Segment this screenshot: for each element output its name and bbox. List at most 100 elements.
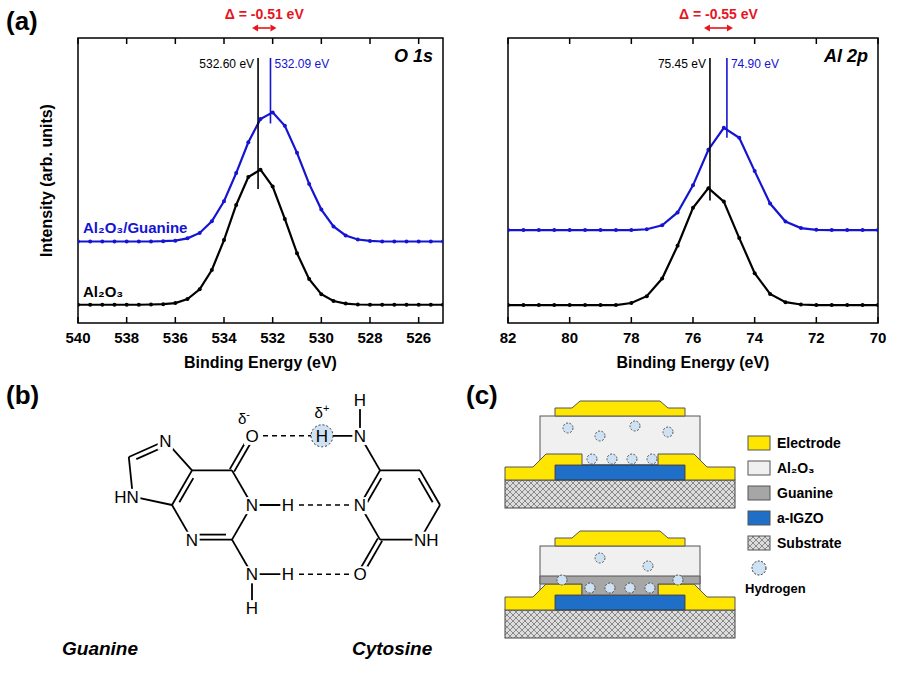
device <box>505 531 735 638</box>
legend: ElectrodeAl₂O₃Guaninea-IGZOSubstrateHydr… <box>745 435 842 596</box>
data-point <box>521 228 525 232</box>
data-point <box>368 239 372 243</box>
data-point <box>552 303 556 307</box>
label-patch <box>352 392 367 409</box>
tick-label: 534 <box>211 329 237 346</box>
data-point <box>295 151 299 155</box>
tick-label: 528 <box>357 329 382 346</box>
data-point <box>568 303 572 307</box>
bond <box>420 470 440 505</box>
series-line <box>508 128 878 230</box>
data-point <box>149 239 153 243</box>
bond <box>419 478 433 502</box>
data-point <box>210 219 214 223</box>
bond <box>172 470 192 505</box>
data-point <box>508 303 510 307</box>
data-point <box>356 302 360 306</box>
tick-mark <box>223 317 225 323</box>
data-point <box>429 239 433 243</box>
data-point <box>441 239 443 243</box>
label-patch <box>244 428 260 445</box>
peak-label: 532.60 eV <box>199 57 254 71</box>
hydrogen <box>645 583 655 593</box>
data-point <box>149 302 153 306</box>
data-point <box>113 303 117 307</box>
atom-label: H <box>354 391 366 410</box>
peak-label: 74.90 eV <box>731 57 779 71</box>
substrate <box>505 610 735 638</box>
label-patch <box>352 566 368 583</box>
drain-electrode <box>658 584 735 610</box>
data-point <box>307 277 311 281</box>
peak-label: 532.09 eV <box>274 57 329 71</box>
atom-label: N <box>354 496 366 515</box>
legend-swatch <box>752 561 766 575</box>
tick-mark <box>877 317 879 323</box>
plot-frame <box>78 38 443 323</box>
atom-label: H <box>246 599 258 618</box>
data-point <box>861 303 865 307</box>
data-point <box>173 301 177 305</box>
legend-label: Hydrogen <box>745 581 806 596</box>
data-point <box>814 228 818 232</box>
shift-arrow <box>710 27 727 29</box>
tick-mark <box>692 317 694 323</box>
series-line <box>78 112 443 241</box>
data-point <box>753 169 757 173</box>
tick-mark <box>816 38 818 44</box>
data-point <box>234 171 238 175</box>
tick-mark <box>816 317 818 323</box>
legend-label: Al₂O₃ <box>777 460 815 476</box>
hydrogen <box>663 427 673 437</box>
tick-mark <box>321 38 323 44</box>
tick-mark <box>272 317 274 323</box>
data-point <box>246 140 250 144</box>
hydrogen <box>563 423 573 433</box>
data-point <box>614 303 618 307</box>
data-point <box>737 136 741 140</box>
data-point <box>768 292 772 296</box>
data-point <box>753 271 757 275</box>
shift-label: Δ = -0.51 eV <box>225 6 305 22</box>
data-point <box>271 184 275 188</box>
bond <box>198 534 226 536</box>
data-point <box>583 303 587 307</box>
data-point <box>356 237 360 241</box>
gate-electrode <box>555 531 685 546</box>
tick-mark <box>321 317 323 323</box>
data-point <box>521 303 525 307</box>
peak-line <box>257 58 259 189</box>
tick-label: 70 <box>870 329 887 346</box>
data-point <box>799 302 803 306</box>
hydrogen-bond <box>299 573 349 575</box>
data-point <box>845 303 849 307</box>
data-point <box>784 300 788 304</box>
bond <box>179 478 193 502</box>
data-point <box>722 200 726 204</box>
chart: 82807876747270Binding Energy (eV)75.45 e… <box>500 6 887 371</box>
data-point <box>691 206 695 210</box>
atom-label: H <box>316 427 328 446</box>
data-point <box>537 228 541 232</box>
hydrogen <box>595 431 605 441</box>
peak-label: 75.45 eV <box>658 57 706 71</box>
structure: NHNNNONHHHNNHHONHδ-δ+GuanineCytosine <box>62 391 440 659</box>
data-point <box>332 299 336 303</box>
data-point <box>845 228 849 232</box>
tick-mark <box>175 38 177 44</box>
legend-swatch <box>748 486 770 500</box>
tick-mark <box>507 317 509 323</box>
tick-mark <box>418 317 420 323</box>
hydrogen <box>595 553 605 563</box>
data-point <box>319 292 323 296</box>
tick-label: 72 <box>808 329 825 346</box>
data-point <box>508 228 510 232</box>
data-point <box>125 303 129 307</box>
axis-title: Binding Energy (eV) <box>184 354 337 371</box>
label-patch <box>413 532 441 549</box>
data-point <box>876 228 878 232</box>
tick-mark <box>418 38 420 44</box>
hydrogen-bond <box>263 435 311 437</box>
panel-letter: (a) <box>6 6 38 36</box>
data-point <box>198 287 202 291</box>
